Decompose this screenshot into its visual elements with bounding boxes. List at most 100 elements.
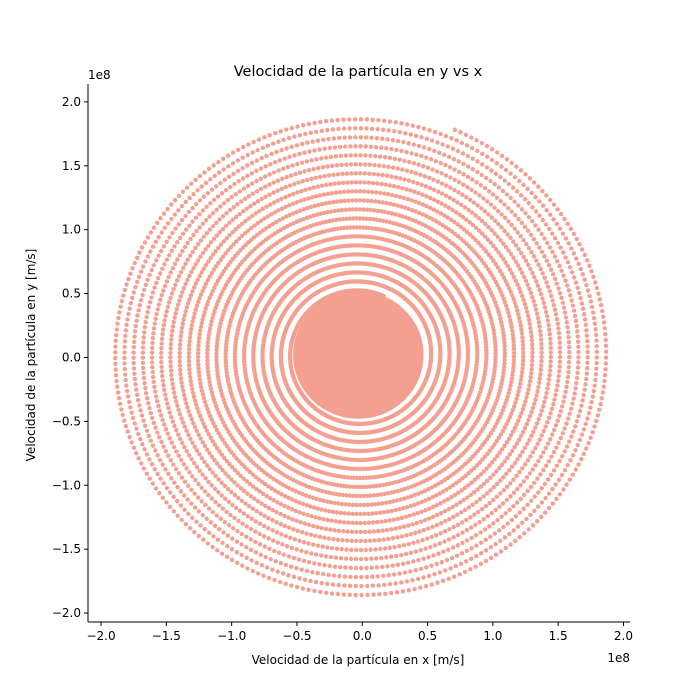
data-point [306,541,311,546]
data-point [278,129,283,134]
data-point [186,358,192,364]
data-point [206,530,212,535]
data-point [171,286,176,292]
data-point [179,217,185,223]
data-point [204,230,210,236]
data-point [584,365,590,371]
data-point [450,146,456,151]
data-point [171,319,176,325]
data-point [329,545,335,551]
data-point [496,528,502,533]
data-point [341,117,346,122]
data-point [451,535,456,540]
data-point [557,354,563,360]
data-point [555,321,560,326]
data-point [363,556,369,562]
data-point [124,322,129,328]
data-point [575,370,580,376]
data-point [576,355,581,360]
data-point [513,278,519,284]
data-point [493,541,498,547]
data-point [404,187,409,192]
data-point [248,203,253,209]
data-point [446,537,452,542]
data-point [471,490,477,495]
data-point [489,510,494,516]
data-point [505,205,511,211]
data-point [150,244,156,249]
data-point [180,388,186,394]
data-point [190,390,196,396]
data-point [509,517,515,523]
data-point [460,530,465,535]
data-point [313,175,319,181]
data-point [374,135,380,141]
data-point [528,232,534,238]
data-point [258,186,264,192]
data-point [189,487,194,492]
data-point [169,414,174,420]
data-point [427,146,432,152]
data-point [459,140,465,146]
data-point [328,527,333,532]
data-point [152,384,157,389]
data-point [304,159,310,164]
data-point [396,184,401,190]
data-point [189,501,194,506]
data-point [319,580,324,586]
data-point [219,191,225,196]
data-point [177,298,182,303]
data-point [464,195,469,200]
data-point [350,198,355,203]
data-point [353,574,359,580]
data-point [195,354,201,360]
data-point [163,467,168,472]
data-point [349,180,354,185]
data-point [547,327,552,332]
data-point [183,261,188,266]
data-point [180,420,186,425]
data-point [546,381,551,387]
data-point [398,176,403,181]
data-point [319,128,324,134]
data-point [321,137,326,142]
data-point [419,135,424,140]
data-point [162,387,167,393]
data-point [443,173,449,178]
data-point [280,571,286,576]
data-point [223,496,228,501]
data-point [531,429,536,434]
data-point [313,515,318,520]
data-point [157,271,163,276]
data-point [514,500,520,505]
data-point [437,570,443,575]
data-point [186,432,191,438]
data-point [165,431,170,436]
data-point [594,360,599,366]
data-point [584,282,589,288]
data-point [289,545,295,551]
data-point [536,227,541,232]
data-point [258,176,264,181]
data-point [395,166,400,171]
data-point [263,174,268,179]
data-point [175,302,181,307]
data-point [399,552,404,558]
data-point [187,273,192,279]
data-point [217,217,222,222]
data-point [150,443,156,448]
data-point [567,354,572,360]
data-point [159,341,164,346]
data-point [584,333,590,338]
data-point [185,405,190,410]
data-point [432,148,437,154]
data-point [199,320,204,326]
data-point [169,372,174,378]
data-point [144,396,150,401]
data-point [465,185,470,190]
data-point [438,160,443,166]
data-point [488,202,494,207]
data-point [477,497,483,502]
data-point [151,420,157,426]
data-point [257,531,262,537]
